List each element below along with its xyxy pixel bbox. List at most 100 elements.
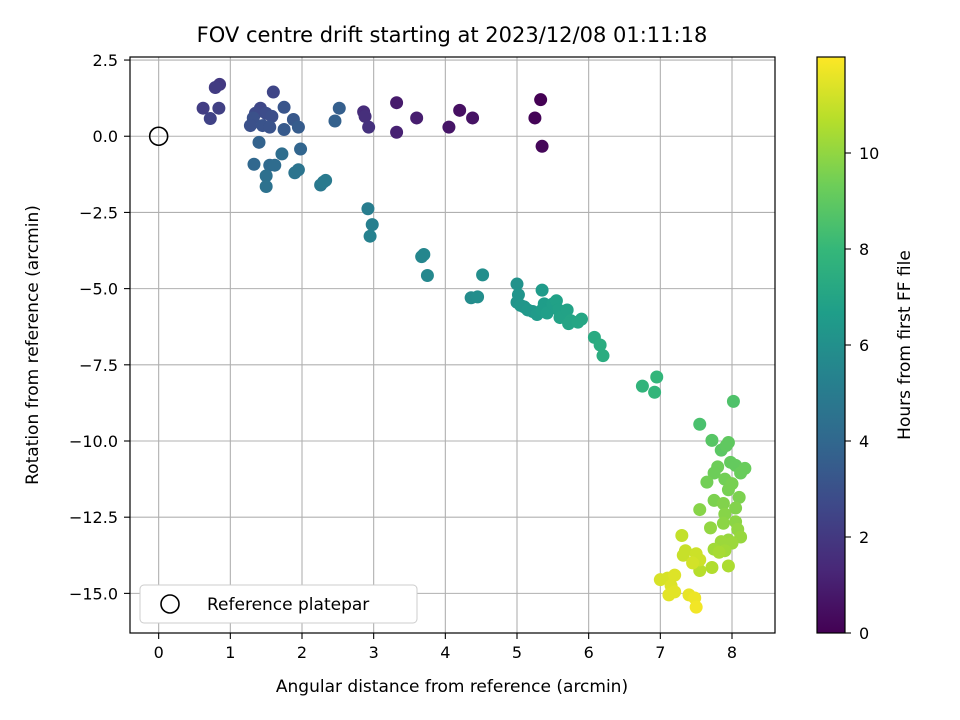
data-point [275,147,289,161]
data-point [263,120,277,134]
colorbar-tick-label: 0 [859,624,869,643]
data-point [700,475,714,489]
data-point [362,120,376,134]
data-point [510,277,524,291]
x-tick-label: 1 [225,643,235,662]
colorbar-tick-label: 8 [859,240,869,259]
x-tick-label: 6 [584,643,594,662]
data-point [266,85,280,99]
data-point [593,338,607,352]
data-point [676,548,690,562]
y-axis-ticks: 2.5 0.0 −2.5 −5.0 −7.5 −10.0 −12.5 −15.0 [69,51,130,603]
data-point [686,556,700,570]
colorbar-label: Hours from first FF file [895,250,915,440]
data-point [650,370,664,384]
data-point [365,218,379,232]
data-point [732,490,746,504]
colorbar-gradient [816,56,846,634]
data-point [208,80,222,94]
data-point [535,139,549,153]
y-tick-label: −15.0 [69,584,118,603]
data-point [716,496,730,510]
x-tick-label: 0 [154,643,164,662]
data-point [358,109,372,123]
colorbar-tick-label: 10 [859,144,879,163]
data-point [734,466,748,480]
colorbar-ticks: 0 2 4 6 8 10 [845,144,879,643]
x-tick-label: 7 [655,643,665,662]
data-point [693,503,707,517]
data-point [259,169,273,183]
data-point [729,501,743,515]
legend: Reference platepar [139,584,418,624]
colorbar-tick-label: 6 [859,336,869,355]
reference-platepar-marker [148,126,169,147]
data-point [332,101,346,115]
data-point [726,394,740,408]
data-point [476,268,490,282]
y-tick-label: 0.0 [93,127,118,146]
data-point [243,119,257,133]
data-point [693,417,707,431]
data-point [203,112,217,126]
data-point [596,349,610,363]
data-point [721,559,735,573]
x-axis-label: Angular distance from reference (arcmin) [276,677,628,697]
colorbar-tick-label: 4 [859,432,869,451]
data-point [390,96,404,110]
data-point [390,125,404,139]
colorbar-tick-label: 2 [859,528,869,547]
data-point [277,123,291,137]
x-tick-label: 4 [440,643,450,662]
data-point [442,120,456,134]
x-tick-label: 8 [727,643,737,662]
data-point [252,135,266,149]
colorbar: 0 2 4 6 8 10 Hours from first FF file [816,56,915,643]
data-point [716,516,730,530]
grid-lines [130,57,775,633]
data-point [328,114,342,128]
data-point [265,109,279,123]
data-point [268,158,282,172]
data-point [535,283,549,297]
data-point [294,142,308,156]
y-tick-label: −5.0 [79,280,118,299]
y-tick-label: 2.5 [93,51,118,70]
data-point [417,247,431,261]
data-point [319,173,333,187]
data-point [704,521,717,535]
y-tick-label: −12.5 [69,508,118,527]
data-point [410,111,424,125]
data-point [212,101,226,115]
data-point [668,568,682,582]
data-point [471,290,485,304]
y-tick-label: −7.5 [79,356,118,375]
data-point [196,101,210,115]
data-point [648,385,662,399]
data-point [466,111,480,125]
y-axis-label: Rotation from reference (arcmin) [23,205,43,485]
plot-frame [129,56,776,634]
data-point [560,303,574,317]
x-axis-ticks: 0 1 2 3 4 5 6 7 8 [154,633,737,662]
legend-box [139,584,418,624]
data-point [528,111,542,125]
data-point [291,120,305,134]
data-point [707,466,721,480]
legend-marker [160,594,180,614]
data-point [689,600,703,614]
data-point [420,269,434,283]
data-point [705,560,719,574]
data-points [196,77,752,614]
data-point [453,103,467,117]
y-tick-label: −10.0 [69,432,118,451]
data-point [277,100,291,114]
data-point [363,229,377,243]
data-point [668,585,682,599]
x-tick-label: 2 [297,643,307,662]
data-point [575,312,588,326]
data-point [721,483,735,497]
data-point [635,379,649,393]
legend-label: Reference platepar [207,595,369,615]
